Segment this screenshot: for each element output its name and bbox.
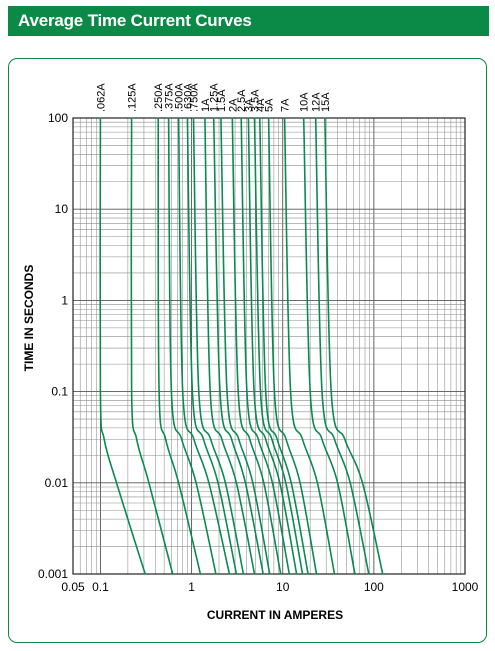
x-tick-labels: 0.05 0.1 1 10 100 1000	[61, 580, 478, 594]
rating-label: .062A	[95, 83, 107, 112]
rating-label: .125A	[127, 83, 139, 112]
rating-label: 15A	[320, 92, 332, 112]
curve-7a	[285, 118, 335, 574]
rating-label: .750A	[189, 83, 201, 112]
x-tick-label: 1000	[452, 580, 479, 594]
x-tick-label: 1	[188, 580, 195, 594]
curve-p062a	[100, 118, 145, 574]
curve-5a	[269, 118, 317, 574]
rating-labels: .062A .125A .250A.375A.500A.630A.750A 1A1.2…	[95, 83, 332, 112]
y-tick-label: 100	[48, 111, 68, 125]
rating-label: 7A	[280, 98, 292, 112]
y-tick-label: 1	[61, 293, 68, 307]
curve-p125a	[131, 118, 172, 574]
x-tick-label: 0.1	[92, 580, 109, 594]
y-axis-label: TIME IN SECONDS	[22, 265, 36, 372]
y-tick-label: 0.01	[45, 476, 69, 490]
curves	[100, 118, 383, 574]
y-tick-label: 0.1	[51, 385, 68, 399]
x-tick-label: 0.05	[61, 580, 85, 594]
rating-label: 1.5A	[216, 89, 228, 112]
y-tick-labels: 0.001 0.01 0.1 1 10 100	[38, 111, 68, 581]
rating-label: 5A	[264, 98, 276, 112]
rating-label: 10A	[299, 92, 311, 112]
curve-2p5a	[241, 118, 289, 574]
y-tick-label: 0.001	[38, 567, 68, 581]
y-tick-label: 10	[55, 202, 69, 216]
x-tick-label: 10	[276, 580, 290, 594]
x-axis-label: CURRENT IN AMPERES	[207, 608, 343, 622]
x-tick-label: 100	[364, 580, 384, 594]
